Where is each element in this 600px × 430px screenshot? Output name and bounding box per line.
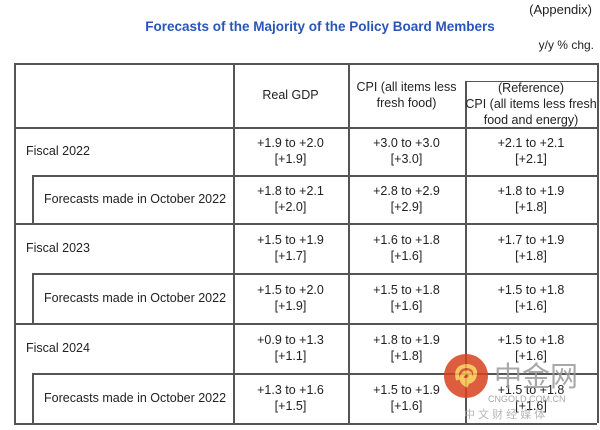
cell-real-gdp: +1.5 to +2.0 [+1.9] [257, 283, 324, 313]
table-rule [32, 273, 34, 323]
cell-real-gdp: +1.9 to +2.0 [+1.9] [257, 136, 324, 166]
table-rule [465, 81, 597, 82]
watermark-name: 中金网 [494, 361, 578, 392]
cell-real-gdp: +0.9 to +1.3 [+1.1] [257, 333, 324, 363]
row-label-fiscal-year: Fiscal 2022 [26, 144, 90, 158]
row-label-october-forecast: Forecasts made in October 2022 [44, 391, 227, 405]
table-rule [14, 223, 597, 225]
cell-cpi: +3.0 to +3.0 [+3.0] [373, 136, 440, 166]
header-reference-cpi: (Reference) CPI (all items less fresh fo… [465, 81, 597, 127]
watermark-domain: CNGOLD.COM.CN [488, 394, 566, 404]
table-rule [597, 63, 599, 423]
header-real-gdp: Real GDP [262, 88, 319, 102]
cell-cpi: +2.8 to +2.9 [+2.9] [373, 184, 440, 214]
cell-real-gdp: +1.3 to +1.6 [+1.5] [257, 383, 324, 413]
table-rule [32, 175, 34, 223]
cell-cpi: +1.5 to +1.9 [+1.6] [373, 383, 440, 413]
cell-cpi: +1.8 to +1.9 [+1.8] [373, 333, 440, 363]
cell-reference-cpi: +1.5 to +1.8 [+1.6] [497, 283, 565, 313]
watermark-tagline: 中 文 财 经 媒 体 [464, 407, 545, 421]
cell-cpi: +1.5 to +1.8 [+1.6] [373, 283, 440, 313]
table-rule [14, 423, 597, 425]
page-title: Forecasts of the Majority of the Policy … [145, 19, 495, 34]
cell-reference-cpi: +1.5 to +1.8 [+1.6] [497, 383, 565, 413]
row-label-october-forecast: Forecasts made in October 2022 [44, 291, 227, 305]
table-rule [14, 63, 597, 65]
cell-reference-cpi: +1.7 to +1.9 [+1.8] [497, 233, 565, 263]
cell-real-gdp: +1.5 to +1.9 [+1.7] [257, 233, 324, 263]
unit-label: y/y % chg. [538, 38, 594, 52]
table-rule [465, 81, 467, 423]
cell-real-gdp: +1.8 to +2.1 [+2.0] [257, 184, 324, 214]
table-rule [14, 323, 597, 325]
cell-reference-cpi: +2.1 to +2.1 [+2.1] [497, 136, 565, 166]
table-rule [32, 175, 597, 177]
table-rule [32, 373, 34, 423]
table-rule [32, 273, 597, 275]
watermark-logo: 中金网 CNGOLD.COM.CN 中 文 财 经 媒 体 [444, 354, 578, 421]
row-label-fiscal-year: Fiscal 2024 [26, 341, 90, 355]
appendix-label: (Appendix) [529, 2, 592, 17]
row-label-fiscal-year: Fiscal 2023 [26, 241, 90, 255]
cell-reference-cpi: +1.8 to +1.9 [+1.8] [497, 184, 565, 214]
table-rule [14, 63, 16, 423]
cell-reference-cpi: +1.5 to +1.8 [+1.6] [497, 333, 565, 363]
header-cpi: CPI (all items less fresh food) [356, 80, 457, 110]
table-rule [14, 127, 597, 129]
row-label-october-forecast: Forecasts made in October 2022 [44, 192, 227, 206]
cell-cpi: +1.6 to +1.8 [+1.6] [373, 233, 440, 263]
table-rule [32, 373, 597, 375]
table-rule [233, 63, 235, 423]
table-rule [348, 63, 350, 423]
